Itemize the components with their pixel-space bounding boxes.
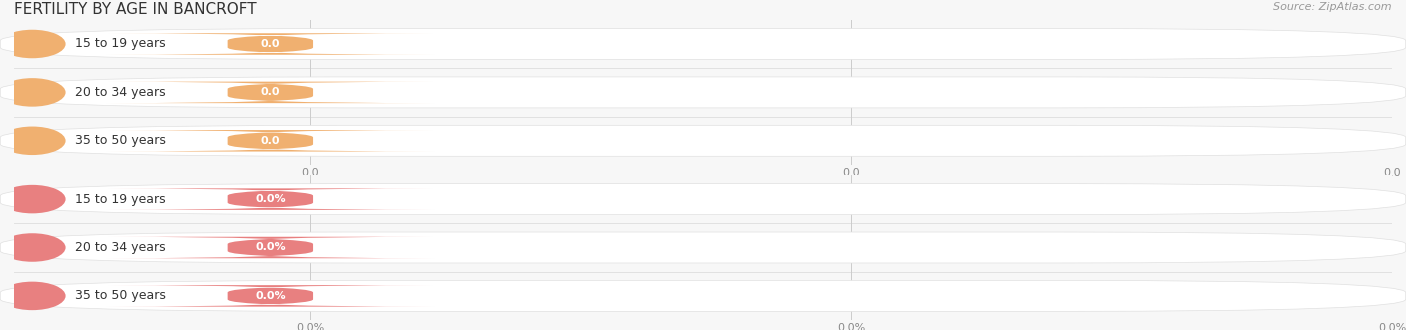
FancyBboxPatch shape [0, 77, 1406, 108]
Text: FERTILITY BY AGE IN BANCROFT: FERTILITY BY AGE IN BANCROFT [14, 2, 257, 16]
Ellipse shape [0, 30, 66, 58]
Text: 15 to 19 years: 15 to 19 years [75, 193, 166, 206]
Ellipse shape [0, 185, 66, 214]
FancyBboxPatch shape [107, 82, 434, 103]
Text: 0.0%: 0.0% [254, 194, 285, 204]
FancyBboxPatch shape [0, 125, 1406, 156]
Ellipse shape [0, 281, 66, 310]
Text: Source: ZipAtlas.com: Source: ZipAtlas.com [1274, 2, 1392, 12]
Text: 0.0%: 0.0% [254, 243, 285, 252]
Text: 35 to 50 years: 35 to 50 years [75, 289, 166, 302]
FancyBboxPatch shape [107, 237, 434, 258]
FancyBboxPatch shape [107, 130, 434, 151]
FancyBboxPatch shape [0, 28, 1406, 59]
Text: 0.0: 0.0 [260, 39, 280, 49]
FancyBboxPatch shape [107, 188, 434, 210]
Ellipse shape [0, 233, 66, 262]
Text: 35 to 50 years: 35 to 50 years [75, 134, 166, 147]
Text: 0.0%: 0.0% [254, 291, 285, 301]
Text: 20 to 34 years: 20 to 34 years [75, 241, 166, 254]
Text: 15 to 19 years: 15 to 19 years [75, 38, 166, 50]
Text: 0.0: 0.0 [260, 136, 280, 146]
FancyBboxPatch shape [0, 183, 1406, 214]
Ellipse shape [0, 126, 66, 155]
FancyBboxPatch shape [0, 280, 1406, 312]
Text: 20 to 34 years: 20 to 34 years [75, 86, 166, 99]
Ellipse shape [0, 78, 66, 107]
FancyBboxPatch shape [107, 285, 434, 307]
Text: 0.0: 0.0 [260, 87, 280, 97]
FancyBboxPatch shape [107, 33, 434, 55]
FancyBboxPatch shape [0, 232, 1406, 263]
